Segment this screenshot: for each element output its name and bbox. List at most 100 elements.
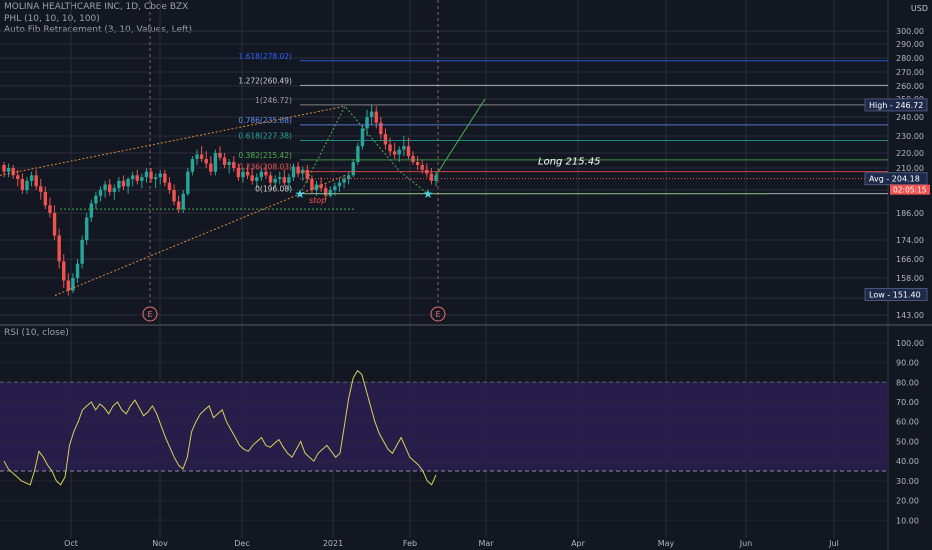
y-tick-label: 174.00 — [896, 236, 924, 245]
candle-body — [158, 173, 162, 178]
candle-body — [48, 205, 52, 213]
star-icon: ★ — [295, 187, 306, 201]
fib-level-label: 0(196.08) — [255, 185, 292, 194]
candle-body — [324, 188, 328, 196]
candle-body — [66, 280, 71, 291]
candle-body — [227, 162, 231, 165]
candle-body — [135, 175, 139, 181]
candle-body — [255, 177, 259, 181]
candle-body — [388, 144, 392, 152]
candle-body — [365, 117, 369, 129]
x-tick-label: Nov — [152, 539, 168, 548]
candle-body — [43, 191, 48, 206]
candle-body — [20, 179, 25, 190]
candle-body — [245, 171, 250, 176]
candle-body — [346, 175, 351, 179]
rsi-y-tick-label: 80.00 — [896, 378, 919, 387]
candle-body — [39, 186, 43, 192]
candle-body — [144, 171, 149, 178]
candle-body — [167, 182, 172, 190]
candle-body — [406, 146, 411, 156]
candle-body — [25, 180, 29, 190]
candle-body — [6, 168, 11, 172]
candle-body — [319, 184, 323, 189]
harmonic-pattern — [299, 105, 429, 195]
candle-body — [411, 156, 415, 162]
price-tag-label: Avg - 204.18 — [869, 175, 920, 184]
currency-label[interactable]: USD — [910, 4, 928, 13]
candle-body — [209, 163, 213, 172]
rsi-y-tick-label: 60.00 — [896, 418, 919, 427]
rsi-y-tick-label: 90.00 — [896, 359, 919, 368]
y-tick-label: 158.00 — [896, 274, 924, 283]
fib-level-label: 1.618(278.02) — [238, 52, 292, 61]
y-tick-label: 166.00 — [896, 255, 924, 264]
candle-body — [94, 195, 98, 204]
candle-body — [204, 159, 208, 164]
candle-body — [195, 154, 199, 159]
rsi-band — [0, 382, 888, 471]
rsi-y-tick-label: 30.00 — [896, 477, 919, 486]
countdown-label: 02:05:15 — [893, 186, 927, 195]
x-tick-label: Feb — [403, 539, 417, 548]
projection-line — [435, 98, 486, 176]
indicator-legend-fib[interactable]: Auto Fib Retracement (3, 10, Values, Lef… — [4, 25, 193, 35]
long-label: Long 215.45 — [538, 156, 601, 167]
candle-body — [149, 171, 153, 179]
earnings-marker — [430, 306, 446, 322]
candle-body — [2, 165, 6, 172]
rsi-y-tick-label: 100.00 — [896, 339, 924, 348]
candle-body — [310, 179, 314, 190]
y-tick-label: 280.00 — [896, 54, 924, 63]
y-tick-label: 240.00 — [896, 113, 924, 122]
rsi-line — [3, 369, 437, 486]
earnings-marker — [142, 306, 158, 322]
candle-body — [80, 240, 84, 264]
earnings-marker-label: E — [435, 310, 440, 319]
fib-level-label: 1(246.72) — [255, 96, 292, 105]
x-tick-label: Dec — [234, 539, 249, 548]
candle-body — [314, 184, 319, 190]
price-tag-box — [864, 98, 928, 112]
x-tick-label: Jun — [739, 539, 753, 548]
candle-body — [337, 182, 342, 187]
y-tick-label: 230.00 — [896, 132, 924, 141]
indicator-legend-phl[interactable]: PHL (10, 10, 10, 100) — [4, 14, 100, 24]
candle-body — [176, 201, 181, 210]
candle-body — [236, 168, 241, 178]
x-tick-label: Apr — [571, 539, 586, 548]
candle-body — [282, 177, 287, 183]
candle-body — [374, 111, 378, 123]
candle-body — [16, 175, 20, 179]
candle-body — [379, 122, 383, 135]
rsi-legend[interactable]: RSI (10, close) — [4, 328, 69, 338]
candle-body — [11, 168, 15, 176]
candle-body — [434, 175, 438, 181]
candle-body — [89, 203, 94, 218]
candle-body — [291, 166, 296, 178]
candle-body — [199, 154, 204, 159]
fib-level-label: 0.382(215.42) — [238, 151, 292, 160]
candle-body — [250, 175, 254, 181]
candle-body — [121, 180, 126, 187]
candle-body — [130, 175, 135, 179]
x-tick-label: 2021 — [323, 539, 343, 548]
y-tick-label: 270.00 — [896, 68, 924, 77]
candle-body — [328, 190, 332, 196]
candle-body — [103, 184, 107, 190]
candle-body — [305, 169, 310, 179]
candle-body — [287, 177, 291, 183]
candle-body — [268, 175, 273, 183]
candle-body — [333, 186, 337, 190]
price-tag-box — [864, 288, 928, 301]
x-tick-label: Mar — [478, 539, 494, 548]
candle-body — [57, 235, 61, 262]
fib-level-label: 0.786(235.88) — [238, 116, 292, 125]
candle-body — [429, 173, 434, 181]
earnings-marker-label: E — [147, 310, 152, 319]
candle-body — [397, 149, 401, 155]
candle-body — [369, 111, 374, 117]
candle-body — [29, 175, 34, 181]
candle-body — [190, 159, 195, 172]
